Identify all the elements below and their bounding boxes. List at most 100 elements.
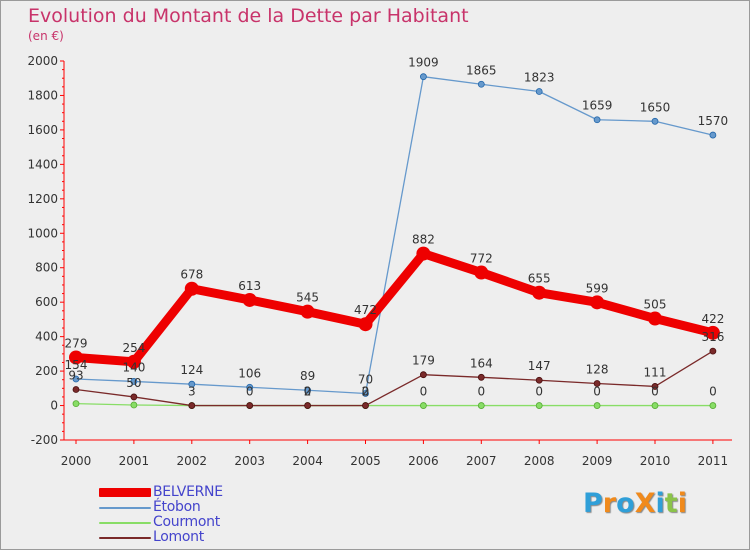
y-tick-label: 0 — [50, 399, 58, 413]
data-label: 164 — [470, 356, 493, 370]
data-point — [532, 285, 547, 300]
data-point — [69, 350, 83, 365]
data-point — [419, 371, 427, 379]
data-point — [651, 402, 659, 409]
logo-letter: o — [616, 488, 635, 519]
series-line-0 — [71, 249, 718, 367]
data-label: 0 — [709, 385, 717, 399]
data-label: 147 — [528, 359, 551, 373]
data-point — [72, 400, 80, 408]
data-point — [362, 402, 369, 409]
data-label: 613 — [238, 279, 261, 293]
series-line-1 — [75, 76, 714, 395]
logo-letter: t — [664, 488, 678, 519]
data-label: 140 — [122, 360, 145, 374]
data-label: 2 — [362, 385, 370, 399]
data-point — [362, 390, 369, 397]
data-label: 772 — [470, 252, 493, 266]
data-point — [474, 265, 489, 280]
x-tick-label: 2000 — [61, 454, 92, 468]
data-point — [709, 131, 717, 139]
data-point — [242, 292, 257, 307]
logo-letter: r — [602, 488, 617, 519]
data-point — [304, 386, 312, 394]
data-label: 655 — [528, 272, 551, 286]
x-tick-label: 2007 — [466, 454, 497, 468]
y-tick-label: 800 — [35, 261, 58, 275]
data-point — [126, 354, 141, 369]
data-label: 254 — [122, 341, 145, 355]
data-point — [590, 295, 605, 310]
data-point — [246, 383, 254, 391]
data-point — [593, 402, 601, 409]
x-tick-label: 2004 — [292, 454, 323, 468]
data-label: 0 — [420, 385, 428, 399]
data-point — [416, 246, 431, 261]
y-tick-label: -200 — [31, 433, 58, 447]
legend-swatch — [99, 522, 151, 524]
y-tick-label: 600 — [35, 295, 58, 309]
x-tick-label: 2011 — [698, 454, 729, 468]
data-label: 0 — [304, 385, 312, 399]
legend-swatch — [99, 537, 151, 539]
data-point — [593, 380, 601, 387]
data-label: 128 — [586, 362, 609, 376]
data-label: 111 — [644, 365, 667, 379]
data-label: 0 — [651, 385, 659, 399]
x-tick-label: 2001 — [119, 454, 150, 468]
proxiti-logo: ProXiti — [583, 488, 687, 519]
chart-subtitle: (en €) — [28, 29, 64, 43]
data-point — [304, 402, 312, 409]
y-tick-label: 1000 — [27, 226, 58, 240]
series-line-3 — [75, 350, 714, 407]
x-tick-label: 2010 — [640, 454, 671, 468]
data-label: 0 — [362, 385, 370, 399]
legend-swatch — [99, 507, 151, 509]
data-label: 179 — [412, 354, 435, 368]
data-label: 1909 — [408, 56, 439, 70]
y-tick-label: 1400 — [27, 157, 58, 171]
data-point — [593, 116, 601, 124]
data-point — [419, 73, 427, 81]
data-label: 0 — [593, 385, 601, 399]
y-tick-label: 2000 — [27, 54, 58, 68]
data-point — [130, 378, 138, 385]
y-tick-label: 1600 — [27, 123, 58, 137]
data-point — [300, 304, 315, 319]
chart-title: Evolution du Montant de la Dette par Hab… — [28, 5, 469, 27]
x-tick-label: 2002 — [177, 454, 208, 468]
x-tick-label: 2006 — [408, 454, 439, 468]
legend-swatch — [99, 488, 151, 497]
data-point — [130, 401, 138, 409]
x-tick-label: 2005 — [350, 454, 381, 468]
data-label: 545 — [296, 291, 319, 305]
logo-letter: X — [634, 488, 656, 519]
data-label: 505 — [644, 298, 667, 312]
data-point — [535, 402, 543, 409]
x-tick-label: 2009 — [582, 454, 613, 468]
data-label: 106 — [238, 366, 261, 380]
data-point — [358, 317, 373, 332]
data-point — [477, 373, 485, 381]
x-tick-label: 2008 — [524, 454, 555, 468]
data-label: 1570 — [698, 114, 729, 128]
data-label: 599 — [586, 281, 609, 295]
data-point — [705, 325, 720, 340]
data-label: 422 — [701, 312, 724, 326]
y-tick-label: 1800 — [27, 88, 58, 102]
data-label: 1650 — [640, 100, 671, 114]
data-point — [188, 402, 196, 409]
data-point — [535, 376, 543, 384]
data-label: 1865 — [466, 63, 497, 77]
data-label: 1659 — [582, 99, 613, 113]
y-tick-label: 400 — [35, 330, 58, 344]
series-line-2 — [75, 403, 714, 407]
data-point — [648, 311, 662, 326]
logo-letter: i — [677, 488, 687, 519]
data-label: 124 — [180, 363, 203, 377]
data-point — [246, 402, 254, 409]
data-point — [709, 402, 717, 409]
data-point — [535, 88, 543, 95]
